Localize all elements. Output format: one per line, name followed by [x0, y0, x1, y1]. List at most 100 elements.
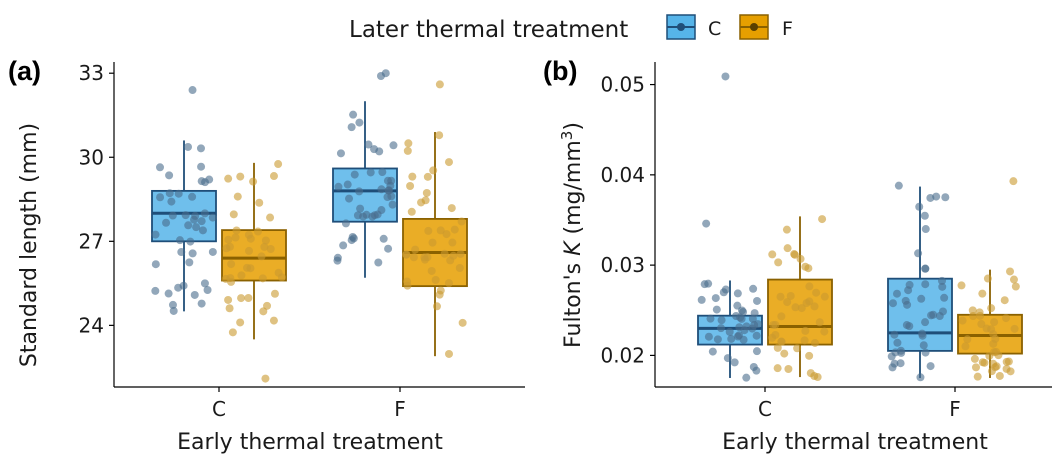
data-point [402, 250, 411, 259]
data-point [269, 316, 278, 325]
legend: Later thermal treatment C F [349, 14, 793, 43]
data-point [932, 192, 941, 201]
data-point [237, 294, 246, 303]
data-point [450, 225, 459, 234]
data-point [225, 304, 234, 313]
data-point [797, 304, 806, 313]
data-point [169, 306, 178, 315]
data-point [237, 271, 246, 280]
data-point [818, 215, 827, 224]
data-point [203, 286, 212, 295]
data-point [740, 326, 749, 335]
data-point [421, 196, 430, 205]
data-point [435, 80, 444, 89]
data-point [444, 279, 453, 288]
data-point [403, 146, 412, 155]
data-point [151, 286, 160, 295]
data-point [1002, 314, 1011, 323]
data-point [442, 230, 451, 239]
x-tick-label-b: F [949, 397, 961, 421]
data-point [888, 363, 897, 372]
data-point [355, 118, 364, 127]
data-point [388, 200, 397, 209]
data-point [730, 358, 739, 367]
data-point [341, 219, 350, 228]
data-point [773, 343, 782, 352]
data-point [938, 282, 947, 291]
data-point [773, 364, 782, 373]
data-point [370, 145, 379, 154]
data-point [261, 374, 270, 383]
data-point [777, 337, 786, 346]
data-point [406, 182, 415, 191]
data-point [784, 364, 793, 373]
data-point [921, 318, 930, 327]
data-point [383, 193, 392, 202]
data-point [704, 332, 713, 341]
data-point [387, 176, 396, 185]
data-point [261, 236, 270, 245]
panel-label-a: (a) [8, 56, 41, 86]
data-point [1009, 177, 1018, 186]
data-point [227, 260, 236, 269]
data-point [192, 223, 201, 232]
data-point [721, 72, 730, 81]
data-point [957, 281, 966, 290]
data-point [432, 302, 441, 311]
data-point [257, 252, 266, 261]
data-point [277, 273, 286, 282]
data-point [345, 194, 354, 203]
data-point [742, 373, 751, 382]
data-point [916, 373, 925, 382]
data-point [700, 280, 709, 289]
data-point [440, 249, 449, 258]
panel-b: (b) Fulton's K (mg/mm3) Early thermal tr… [543, 56, 1052, 455]
data-point [995, 371, 1004, 380]
data-point [224, 174, 233, 183]
data-point [348, 232, 357, 241]
data-point [384, 244, 393, 253]
data-point [435, 131, 444, 140]
legend-title: Later thermal treatment [349, 17, 628, 43]
data-point [1002, 357, 1011, 366]
data-point [702, 219, 711, 228]
data-point [752, 347, 761, 356]
data-point [404, 139, 413, 148]
data-point [896, 346, 905, 355]
data-point [800, 336, 809, 345]
data-point [697, 295, 706, 304]
data-point [921, 264, 930, 273]
data-point [777, 312, 786, 321]
data-point [244, 246, 253, 255]
data-point [733, 332, 742, 341]
data-point [921, 225, 930, 234]
data-point [377, 185, 386, 194]
data-point [424, 226, 433, 235]
data-point [905, 280, 914, 289]
data-point [806, 369, 815, 378]
data-point [813, 373, 822, 382]
data-point [168, 300, 177, 309]
data-point [333, 256, 342, 265]
data-point [706, 314, 715, 323]
data-point [186, 237, 195, 246]
data-point [793, 344, 802, 353]
data-point [810, 338, 819, 347]
y-tick-label-a: 33 [79, 61, 104, 85]
data-point [448, 238, 457, 247]
data-point [796, 254, 805, 263]
data-point [455, 264, 464, 273]
data-point [185, 258, 194, 267]
data-point [805, 282, 814, 291]
data-point [749, 284, 758, 293]
data-point [711, 294, 720, 303]
data-point [260, 242, 269, 251]
data-point [377, 206, 386, 215]
data-point [958, 316, 967, 325]
data-point [196, 144, 205, 153]
data-point [983, 274, 992, 283]
data-point [167, 197, 176, 206]
data-point [820, 292, 829, 301]
data-point [1011, 282, 1020, 291]
data-point [221, 274, 230, 283]
